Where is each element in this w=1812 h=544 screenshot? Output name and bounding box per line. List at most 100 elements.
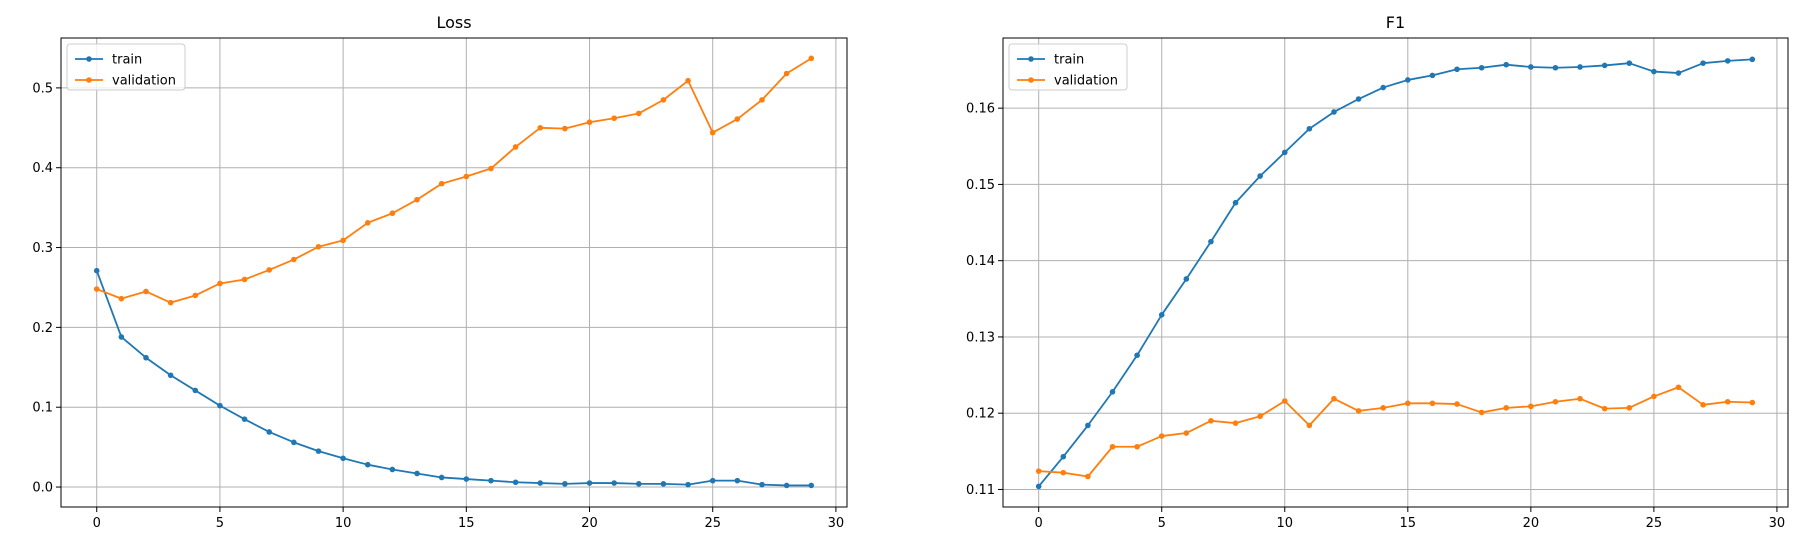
data-point <box>93 286 100 292</box>
data-point <box>192 387 199 394</box>
legend-marker <box>1028 77 1034 83</box>
data-point <box>1405 77 1411 83</box>
data-point <box>562 481 568 487</box>
data-point <box>118 295 125 302</box>
data-point <box>1454 66 1460 73</box>
data-point <box>1429 400 1436 407</box>
data-point <box>1109 443 1116 450</box>
data-point <box>1183 276 1190 282</box>
data-point <box>586 119 593 126</box>
data-point <box>143 288 149 295</box>
data-point <box>217 402 223 409</box>
data-point <box>438 180 445 187</box>
data-point <box>1675 70 1682 76</box>
data-point <box>759 481 765 488</box>
axes-frame <box>60 37 848 508</box>
y-tick-label: 0.12 <box>966 407 995 422</box>
data-point <box>1331 395 1337 402</box>
x-tick-label: 15 <box>1400 516 1417 531</box>
data-point <box>1700 60 1706 66</box>
y-tick-label: 0.16 <box>966 102 995 117</box>
data-point <box>118 334 125 340</box>
data-point <box>1158 312 1165 318</box>
data-point <box>1577 395 1583 402</box>
data-point <box>734 116 741 122</box>
chart-2: F1 0 5 10 15 20 25 30 0.11 0.12 0.13 0.14 0.15 0.16 tr… <box>966 13 1789 531</box>
data-point <box>1405 400 1411 407</box>
data-point <box>1035 483 1042 490</box>
legend-marker <box>86 77 92 83</box>
data-point <box>709 129 716 136</box>
data-point <box>1454 401 1460 407</box>
x-tick-label: 0 <box>1035 516 1043 531</box>
legend-box <box>1008 43 1128 91</box>
data-point <box>1158 433 1165 439</box>
data-point <box>1552 64 1559 71</box>
data-point <box>1675 384 1682 391</box>
data-point <box>389 466 396 473</box>
data-point <box>1601 62 1608 69</box>
x-tick-label: 25 <box>704 516 721 531</box>
data-point <box>1257 173 1263 179</box>
data-point <box>537 480 544 486</box>
data-point <box>635 481 642 487</box>
data-point <box>759 97 765 103</box>
data-point <box>537 125 544 131</box>
y-tick-label: 0.3 <box>32 241 53 256</box>
y-tick-label: 0.4 <box>32 161 53 176</box>
legend-label: train <box>1054 53 1084 68</box>
series-line-validation <box>96 57 812 304</box>
data-point <box>808 55 815 62</box>
y-tick-label: 0.1 <box>32 401 53 416</box>
x-tick-label: 25 <box>1646 516 1663 531</box>
data-point <box>315 243 322 250</box>
data-point <box>291 256 297 263</box>
data-point <box>1700 402 1706 408</box>
data-point <box>512 479 519 486</box>
data-point <box>315 448 322 454</box>
x-tick-label: 30 <box>828 516 845 531</box>
data-point <box>1528 403 1534 410</box>
chart-title: F1 <box>1386 13 1405 32</box>
data-point <box>389 210 396 217</box>
series-line-train <box>1037 58 1753 487</box>
data-point <box>783 70 790 77</box>
data-point <box>1552 398 1559 405</box>
data-point <box>1749 399 1756 406</box>
data-point <box>1429 72 1436 79</box>
data-point <box>364 220 371 226</box>
data-point <box>1651 68 1657 75</box>
data-point <box>1355 96 1362 102</box>
data-point <box>1724 58 1731 64</box>
y-tick-label: 0.11 <box>966 483 995 498</box>
data-point <box>660 97 667 103</box>
data-point <box>1257 413 1263 420</box>
data-point <box>1601 405 1608 412</box>
data-point <box>1478 64 1485 71</box>
data-point <box>488 165 494 172</box>
data-point <box>93 267 100 274</box>
chart-title: Loss <box>436 13 471 32</box>
data-point <box>1306 422 1313 429</box>
data-point <box>463 476 470 482</box>
data-point <box>1355 408 1362 414</box>
legend-box <box>66 43 186 91</box>
y-tick-label: 0.5 <box>32 81 53 96</box>
y-tick-label: 0.2 <box>32 321 53 336</box>
data-point <box>1651 393 1657 400</box>
data-point <box>1232 199 1239 206</box>
data-point <box>808 482 815 489</box>
data-point <box>709 477 716 484</box>
y-tick-label: 0.15 <box>966 178 995 193</box>
data-point <box>488 477 494 484</box>
data-point <box>438 474 445 481</box>
data-point <box>734 477 741 484</box>
data-point <box>1749 56 1756 63</box>
data-point <box>1626 60 1633 66</box>
legend-marker <box>86 56 92 62</box>
data-point <box>1060 469 1067 476</box>
y-tick-label: 0.14 <box>966 254 995 269</box>
data-point <box>1503 405 1510 411</box>
data-point <box>1035 468 1042 474</box>
data-point <box>1528 64 1534 70</box>
